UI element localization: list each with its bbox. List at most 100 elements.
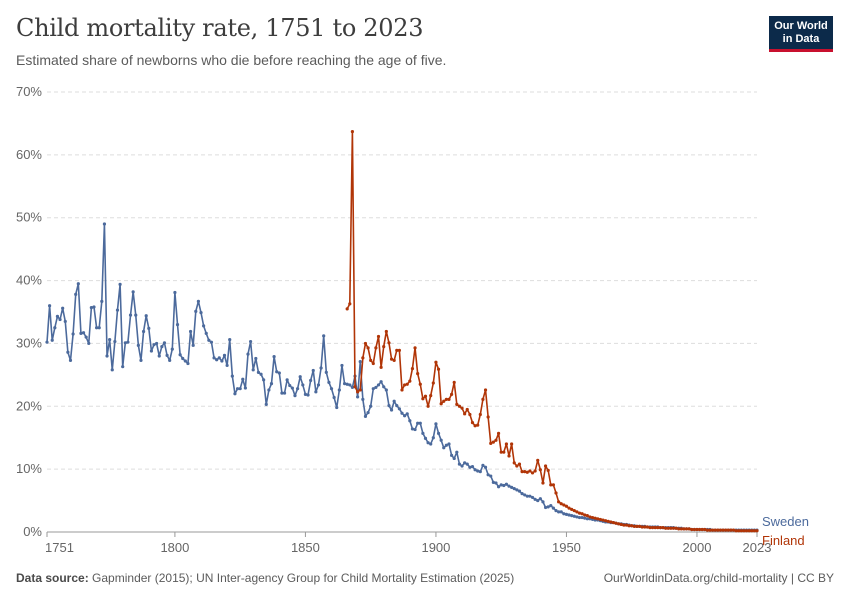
data-point-sweden[interactable] [455, 450, 459, 454]
data-point-sweden[interactable] [510, 485, 514, 489]
data-point-sweden[interactable] [152, 343, 156, 347]
data-point-sweden[interactable] [478, 470, 482, 474]
data-point-finland[interactable] [661, 526, 665, 530]
data-point-sweden[interactable] [379, 380, 383, 384]
data-point-finland[interactable] [379, 365, 383, 369]
data-point-finland[interactable] [679, 527, 683, 531]
data-point-sweden[interactable] [262, 378, 266, 382]
data-point-sweden[interactable] [84, 335, 88, 339]
series-line-finland[interactable] [346, 130, 757, 532]
data-point-finland[interactable] [416, 372, 420, 376]
data-point-sweden[interactable] [361, 397, 365, 401]
data-point-sweden[interactable] [228, 338, 232, 342]
data-point-sweden[interactable] [575, 515, 579, 519]
data-point-sweden[interactable] [136, 343, 140, 347]
data-point-sweden[interactable] [141, 329, 146, 334]
data-point-finland[interactable] [481, 397, 485, 401]
data-point-sweden[interactable] [74, 292, 78, 296]
data-point-finland[interactable] [426, 404, 430, 408]
data-point-finland[interactable] [650, 526, 655, 530]
data-point-sweden[interactable] [92, 305, 96, 309]
data-point-finland[interactable] [708, 528, 712, 532]
data-point-sweden[interactable] [429, 442, 433, 446]
data-point-sweden[interactable] [413, 427, 417, 432]
data-point-sweden[interactable] [212, 356, 216, 360]
data-point-finland[interactable] [470, 421, 475, 425]
data-point-finland[interactable] [345, 307, 349, 311]
data-point-sweden[interactable] [118, 282, 122, 286]
data-point-finland[interactable] [643, 525, 647, 529]
data-point-sweden[interactable] [319, 366, 323, 370]
data-point-finland[interactable] [648, 526, 652, 530]
data-point-sweden[interactable] [209, 340, 214, 344]
data-point-finland[interactable] [442, 399, 446, 403]
data-point-sweden[interactable] [426, 441, 430, 445]
data-point-sweden[interactable] [282, 391, 287, 395]
data-point-sweden[interactable] [280, 391, 284, 395]
data-point-sweden[interactable] [89, 306, 93, 310]
data-point-sweden[interactable] [345, 382, 349, 386]
data-point-sweden[interactable] [324, 370, 328, 374]
data-point-sweden[interactable] [71, 332, 75, 336]
data-point-finland[interactable] [499, 450, 503, 454]
data-point-sweden[interactable] [468, 465, 472, 469]
data-point-sweden[interactable] [439, 438, 443, 442]
data-point-sweden[interactable] [473, 468, 477, 472]
data-point-sweden[interactable] [483, 465, 488, 469]
data-point-finland[interactable] [536, 458, 540, 462]
data-point-sweden[interactable] [121, 365, 125, 369]
data-point-sweden[interactable] [53, 326, 57, 330]
data-point-sweden[interactable] [507, 484, 511, 488]
series-label-sweden[interactable]: Sweden [762, 514, 809, 529]
data-point-sweden[interactable] [395, 404, 399, 408]
data-point-sweden[interactable] [110, 368, 114, 372]
data-point-finland[interactable] [348, 302, 352, 306]
data-point-finland[interactable] [752, 529, 756, 533]
data-point-sweden[interactable] [100, 299, 104, 303]
data-point-sweden[interactable] [147, 326, 151, 330]
data-point-finland[interactable] [705, 528, 710, 532]
data-point-sweden[interactable] [303, 392, 308, 396]
data-point-finland[interactable] [718, 528, 723, 532]
data-point-sweden[interactable] [50, 338, 54, 342]
data-point-sweden[interactable] [444, 443, 448, 447]
data-point-finland[interactable] [624, 523, 629, 527]
data-point-sweden[interactable] [97, 326, 101, 330]
data-point-finland[interactable] [369, 358, 373, 362]
data-point-finland[interactable] [559, 502, 563, 506]
data-point-sweden[interactable] [538, 497, 542, 501]
data-point-finland[interactable] [525, 470, 529, 474]
data-point-finland[interactable] [726, 528, 730, 532]
data-point-sweden[interactable] [337, 388, 341, 392]
data-point-finland[interactable] [593, 516, 597, 520]
data-point-finland[interactable] [376, 334, 381, 339]
data-point-finland[interactable] [533, 469, 537, 473]
data-point-sweden[interactable] [491, 480, 495, 484]
data-point-finland[interactable] [455, 402, 459, 406]
data-point-sweden[interactable] [434, 422, 438, 426]
data-point-finland[interactable] [583, 513, 587, 517]
data-point-finland[interactable] [541, 481, 545, 485]
data-point-sweden[interactable] [585, 517, 589, 521]
data-point-finland[interactable] [630, 524, 634, 528]
data-point-finland[interactable] [666, 526, 670, 530]
data-point-sweden[interactable] [423, 436, 428, 440]
data-point-sweden[interactable] [541, 500, 545, 504]
data-point-sweden[interactable] [562, 512, 566, 516]
data-point-finland[interactable] [447, 397, 451, 401]
data-point-finland[interactable] [408, 379, 412, 383]
data-point-sweden[interactable] [476, 469, 480, 473]
data-point-finland[interactable] [562, 503, 566, 507]
data-point-finland[interactable] [494, 438, 498, 442]
data-point-sweden[interactable] [155, 341, 159, 346]
source-link[interactable]: OurWorldinData.org/child-mortality | CC … [603, 571, 834, 585]
data-point-sweden[interactable] [220, 359, 224, 363]
data-point-finland[interactable] [731, 528, 736, 532]
data-point-sweden[interactable] [251, 368, 255, 372]
data-point-finland[interactable] [431, 381, 435, 385]
data-point-sweden[interactable] [149, 349, 154, 353]
data-point-finland[interactable] [588, 515, 592, 519]
data-point-sweden[interactable] [222, 353, 227, 357]
data-point-sweden[interactable] [144, 314, 148, 318]
data-point-sweden[interactable] [494, 481, 498, 485]
